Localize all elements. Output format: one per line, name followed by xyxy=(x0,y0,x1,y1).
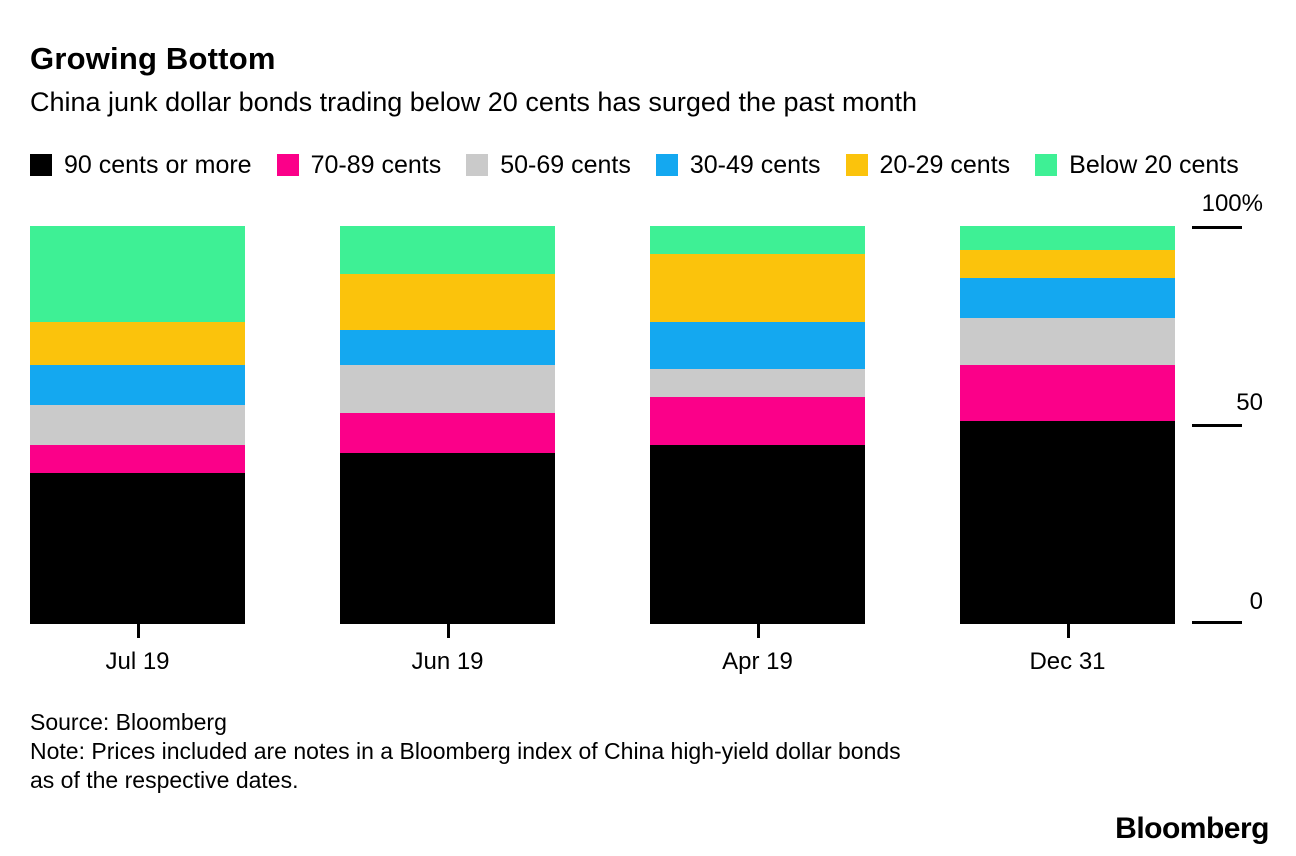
legend-swatch-50-69-cents xyxy=(466,154,489,176)
bar-segment-dec-31-30-49-cents xyxy=(960,277,1175,318)
bar-segment-jun-19-70-89-cents xyxy=(340,413,555,453)
legend-swatch-below-20-cents xyxy=(1035,154,1058,176)
legend-swatch-20-29-cents xyxy=(845,154,868,176)
bar-jun-19 xyxy=(340,226,555,624)
stacked-bar-chart: 100% 50 0 xyxy=(30,191,1266,624)
note-text-line-2: as of the respective dates. xyxy=(30,767,299,793)
bar-segment-apr-19-20-29-cents xyxy=(650,253,865,322)
legend-item-90-cents-or-more: 90 cents or more xyxy=(30,152,252,178)
bar-segment-jun-19-below-20-cents xyxy=(340,226,555,274)
bar-segment-dec-31-70-89-cents xyxy=(960,365,1175,422)
bar-segment-dec-31-below-20-cents xyxy=(960,226,1175,250)
chart-subtitle: China junk dollar bonds trading below 20… xyxy=(30,87,918,117)
legend-label: 50-69 cents xyxy=(500,151,631,179)
bar-segment-apr-19-below-20-cents xyxy=(650,226,865,254)
bar-segment-apr-19-50-69-cents xyxy=(650,369,865,398)
bar-segment-dec-31-50-69-cents xyxy=(960,317,1175,366)
legend-item-50-69-cents: 50-69 cents xyxy=(466,152,631,178)
x-axis-label-apr-19: Apr 19 xyxy=(722,648,793,675)
bar-segment-jun-19-90-cents-or-more xyxy=(340,452,555,624)
bar-segment-apr-19-70-89-cents xyxy=(650,397,865,445)
legend-label: Below 20 cents xyxy=(1069,151,1239,179)
bar-segment-apr-19-30-49-cents xyxy=(650,321,865,370)
y-axis-tick-0 xyxy=(1192,621,1242,624)
note-text-line-1: Note: Prices included are notes in a Blo… xyxy=(30,738,901,764)
bar-segment-jun-19-50-69-cents xyxy=(340,365,555,414)
legend-item-20-29-cents: 20-29 cents xyxy=(845,151,1011,179)
bar-segment-apr-19-90-cents-or-more xyxy=(650,444,865,624)
x-axis-tick xyxy=(446,624,450,638)
bloomberg-logo: Bloomberg xyxy=(1115,812,1269,845)
bar-segment-jul-19-70-89-cents xyxy=(30,444,245,473)
legend-swatch-70-89-cents xyxy=(276,154,299,176)
bar-segment-jun-19-20-29-cents xyxy=(340,273,555,330)
x-axis-tick xyxy=(136,624,140,638)
bar-segment-jul-19-50-69-cents xyxy=(30,405,245,445)
x-cell-dec-31: Dec 31 xyxy=(960,624,1175,676)
legend-item-70-89-cents: 70-89 cents xyxy=(276,151,442,179)
x-cell-apr-19: Apr 19 xyxy=(650,624,865,676)
legend-label: 30-49 cents xyxy=(689,151,821,179)
page-title: Growing Bottom xyxy=(30,41,276,76)
chart-footer: Source: Bloomberg Note: Prices included … xyxy=(30,708,1266,795)
x-axis-label-jun-19: Jun 19 xyxy=(411,648,484,675)
x-axis-label-jul-19: Jul 19 xyxy=(105,648,170,675)
legend: 90 cents or more 70-89 cents 50-69 cents 30… xyxy=(30,152,1266,178)
bar-dec-31 xyxy=(960,226,1175,624)
legend-label: 90 cents or more xyxy=(64,151,252,179)
x-cell-jun-19: Jun 19 xyxy=(340,624,555,676)
y-axis-tick-100 xyxy=(1192,226,1242,229)
plot-area xyxy=(30,226,1175,624)
legend-label: 20-29 cents xyxy=(879,151,1011,179)
legend-item-30-49-cents: 30-49 cents xyxy=(655,151,821,179)
legend-swatch-30-49-cents xyxy=(655,154,678,176)
source-text: Source: Bloomberg xyxy=(30,709,227,735)
legend-item-below-20-cents: Below 20 cents xyxy=(1035,152,1239,178)
y-axis-label-50: 50 xyxy=(1236,389,1263,416)
bar-segment-jul-19-below-20-cents xyxy=(30,226,245,322)
y-axis-tick-50 xyxy=(1192,424,1242,427)
bar-jul-19 xyxy=(30,226,245,624)
x-axis: Jul 19 Jun 19 Apr 19 Dec 31 xyxy=(30,624,1266,676)
x-axis-tick xyxy=(1066,624,1070,638)
bar-segment-jul-19-90-cents-or-more xyxy=(30,472,245,624)
bar-segment-jul-19-30-49-cents xyxy=(30,365,245,406)
bar-apr-19 xyxy=(650,226,865,624)
bar-segment-jun-19-30-49-cents xyxy=(340,329,555,366)
legend-label: 70-89 cents xyxy=(310,151,442,179)
bar-segment-jul-19-20-29-cents xyxy=(30,321,245,366)
legend-swatch-90-cents-or-more xyxy=(30,154,52,176)
x-axis-tick xyxy=(756,624,760,638)
y-axis-label-100: 100% xyxy=(1201,190,1263,217)
x-cell-jul-19: Jul 19 xyxy=(30,624,245,676)
x-axis-label-dec-31: Dec 31 xyxy=(1029,648,1106,675)
bar-segment-dec-31-20-29-cents xyxy=(960,249,1175,278)
y-axis-label-0: 0 xyxy=(1249,588,1263,615)
bar-segment-dec-31-90-cents-or-more xyxy=(960,421,1175,624)
